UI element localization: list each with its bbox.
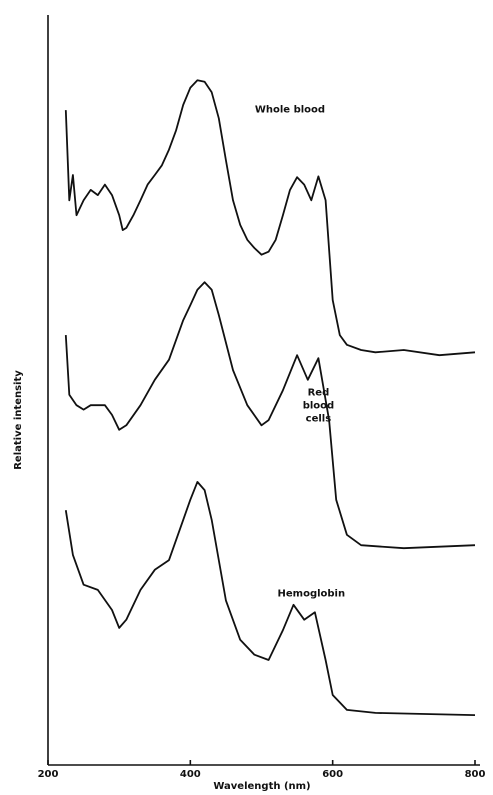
curve-label-line: Whole blood: [255, 104, 325, 115]
x-tick-label: 800: [465, 769, 486, 780]
curve-label-line: Hemoglobin: [278, 589, 346, 600]
x-axis-label: Wavelength (nm): [213, 781, 310, 792]
x-tick-label: 400: [180, 769, 201, 780]
curve-label-line: cells: [306, 414, 332, 425]
spectrum-line: [64, 79, 476, 357]
curve-label: Hemoglobin: [278, 589, 346, 600]
curve-label-line: blood: [303, 401, 334, 412]
curve-label: Red blood cells: [303, 388, 334, 425]
x-tick-label: 600: [322, 769, 343, 780]
spectrum-line: [64, 480, 476, 716]
spectrum-line: [64, 281, 476, 550]
curve-label: Whole blood: [255, 104, 325, 115]
x-tick-label: 200: [38, 769, 59, 780]
curve-label-line: Red: [308, 388, 330, 399]
y-axis-label: Relative intensity: [13, 370, 24, 470]
